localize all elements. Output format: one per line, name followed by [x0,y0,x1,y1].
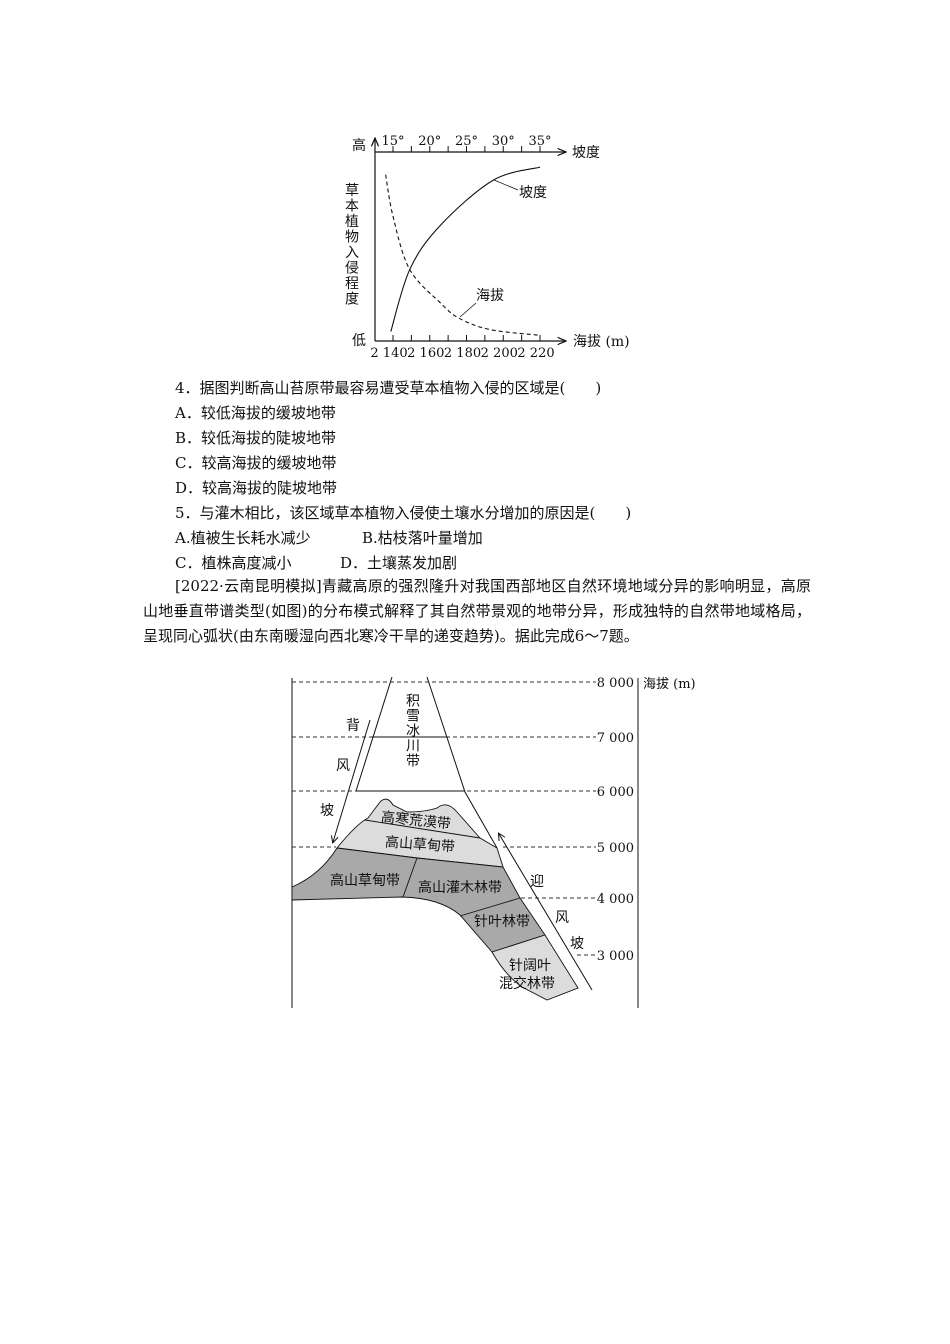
y-high-label: 高 [352,137,366,154]
zone-mixed-1: 针阔叶 [509,958,551,974]
meadow-shrub-divider [402,857,418,898]
y-axis-label: 草本植物入侵程度 [345,183,359,308]
q4-option-b: B．较低海拔的陡坡地带 [175,429,337,447]
elev-5000: 5 000 [597,841,634,856]
glacier-outline [355,676,498,849]
q4-option-a: A．较低海拔的缓坡地带 [175,404,336,422]
altitude-curve [385,174,541,336]
slope-curve-label: 坡度 [519,185,547,201]
bottom-axis-label: 海拔 (m) [573,334,630,350]
shrub-conifer-divider [459,897,521,917]
zone-meadow-lower: 高山草甸带 [330,872,400,889]
top-tick-label: 15° [381,134,404,149]
elevation-guides [292,681,596,956]
top-tick-label: 35° [528,134,551,149]
zone-shrub: 高山灌木林带 [418,879,502,896]
q5-option-b: B.枯枝落叶量增加 [362,529,483,547]
bottom-tick-label: 2 140 [370,346,407,361]
bottom-tick-label: 2 200 [481,346,518,361]
elevation-axis-label: 海拔 (m) [643,677,696,692]
q5-option-c: C．植株高度减小 [175,554,292,572]
top-axis-label: 坡度 [572,145,600,161]
bottom-tick-label: 2 180 [444,346,481,361]
desert-meadow-divider [364,819,481,839]
elev-6000: 6 000 [597,785,634,800]
passage: [2022·云南昆明模拟]青藏高原的强烈隆升对我国西部地区自然环境地域分异的影响… [143,577,811,645]
q5-option-a: A.植被生长耗水减少 [175,529,311,547]
windward-1: 迎 [530,874,544,890]
zone-mixed-2: 混交林带 [499,975,555,992]
windward-3: 坡 [570,936,584,952]
top-tick-label: 30° [492,134,515,149]
invasion-chart: 15° 20° 25° 30° 35° 2 140 2 160 2 180 2 200 2 220… [345,134,630,361]
top-tick-label: 25° [455,134,478,149]
q5-option-d: D．土壤蒸发加剧 [340,554,458,572]
bottom-tick-label: 2 160 [407,346,444,361]
question-4: 4．据图判断高山苔原带最容易遭受草本植物入侵的区域是( ) [175,379,602,397]
leeward-arrow [333,719,371,842]
elev-3000: 3 000 [597,949,634,964]
zone-desert: 高寒荒漠带 [380,808,451,832]
zone-meadow-upper: 高山草甸带 [384,834,455,856]
altitude-curve-label: 海拔 [476,288,504,304]
top-tick-label: 20° [418,134,441,149]
q4-option-c: C．较高海拔的缓坡地带 [175,454,337,472]
slope-curve [390,166,541,332]
windward-2: 风 [555,910,569,926]
altitude-leader [459,302,477,318]
windward-arrow [499,834,593,991]
leeward-1: 背 [346,718,360,734]
elev-7000: 7 000 [597,731,634,746]
elev-8000: 8 000 [597,676,634,691]
bottom-tick-label: 2 220 [517,346,554,361]
question-5: 5．与灌木相比，该区域草本植物入侵使土壤水分增加的原因是( ) [175,504,632,522]
mixed-forest-zone [491,934,579,1001]
q4-option-d: D．较高海拔的陡坡地带 [175,479,338,497]
elev-4000: 4 000 [597,892,634,907]
y-low-label: 低 [352,333,366,349]
upper-light-zone [336,798,504,868]
dark-zone [291,847,546,953]
zone-conifer: 针叶林带 [474,914,530,930]
glacier-label: 积雪冰川带 [404,693,420,768]
leeward-3: 坡 [320,803,334,819]
slope-leader [493,179,519,191]
leeward-2: 风 [336,758,350,774]
